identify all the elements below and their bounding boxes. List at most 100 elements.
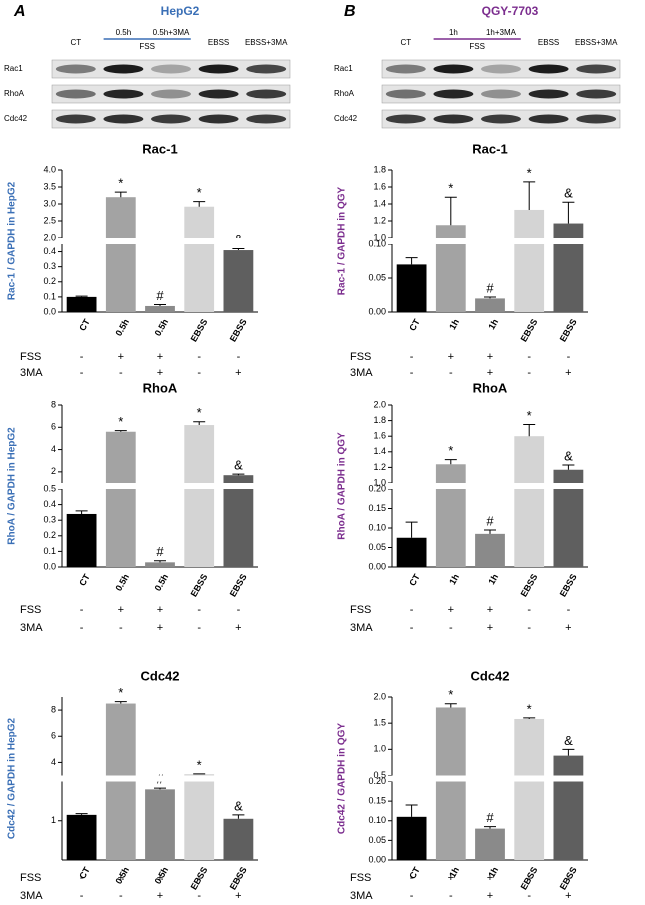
treatment-sign: - [119,367,123,379]
blot-band [528,114,569,124]
axis-break [386,775,590,782]
treatment-sign: - [410,890,414,902]
y-tick-label: 1.6 [373,431,386,441]
treatment-sign: - [527,351,531,363]
error-bar [154,787,166,790]
error-bar [232,814,245,819]
error-bar [562,201,575,224]
axis-break [386,238,590,244]
error-bar [154,560,166,563]
panel-letter: A [13,3,26,20]
significance-mark: * [197,757,202,772]
y-tick-label: 6 [51,422,56,432]
bar [105,197,136,312]
treatment-sign: + [487,351,493,363]
significance-mark: * [448,443,453,458]
treatment-sign: - [567,872,571,884]
y-tick-label: 0.4 [43,246,56,256]
y-axis-label: Rac-1 / GAPDH in HepG2 [7,181,18,300]
significance-mark: & [564,733,573,748]
protein-label: Rac1 [4,64,23,73]
treatment-sign: - [567,604,571,616]
treatment-sign: + [235,367,241,379]
error-bar [75,510,88,514]
bar [475,828,505,860]
y-axis-label: Rac-1 / GAPDH in QGY [337,186,348,295]
x-tick-label: CT [407,317,422,333]
blot-band [576,64,617,74]
lane-label: CT [400,38,411,47]
x-tick-label: 0.5h [113,317,131,338]
error-bar [232,473,245,476]
lane-label: EBSS+3MA [575,38,618,47]
blot-band [528,89,569,99]
x-tick-label: EBSS [228,572,249,598]
y-tick-label: 1.8 [373,415,386,425]
error-bar [484,826,496,829]
blot-band [246,114,287,124]
error-bar [75,295,88,297]
bar [223,250,254,312]
error-bar [114,430,127,432]
error-bar [154,303,166,306]
treatment-sign: - [197,351,201,363]
blot-strip [51,59,291,79]
blot-band [246,64,287,74]
x-tick-label: CT [407,572,422,588]
error-bar [484,529,496,534]
y-tick-label: 0.1 [43,291,56,301]
blot-band [151,114,191,124]
bar [145,305,175,312]
y-tick-label: 8 [51,399,56,409]
treatment-sign: + [118,872,124,884]
significance-mark: * [448,687,453,702]
treatment-sign: + [118,604,124,616]
blot-band [103,64,144,74]
treatment-sign: + [448,351,454,363]
lane-label: 1h [449,28,458,37]
bar [553,755,584,860]
blot-band [55,114,96,124]
axis-break [56,483,260,489]
chart-title: Rac-1 [472,141,507,156]
y-tick-label: 0.20 [368,776,386,786]
treatment-sign: + [157,351,163,363]
treatment-name: FSS [350,872,371,884]
treatment-sign: - [119,890,123,902]
bar [514,718,545,860]
lane-label: EBSS [538,38,559,47]
blot-strip [51,84,291,104]
error-bar [193,201,206,207]
treatment-name: 3MA [350,367,373,379]
treatment-sign: + [565,622,571,634]
axis-break [386,483,590,489]
y-tick-label: 0.15 [368,503,386,513]
treatment-sign: - [80,622,84,634]
y-tick-label: 2 [51,466,56,476]
significance-mark: * [527,701,532,716]
protein-label: Cdc42 [334,114,358,123]
significance-mark: # [156,288,164,303]
bar [66,513,97,567]
blot-band [198,64,239,74]
treatment-sign: - [410,622,414,634]
treatment-name: 3MA [350,622,373,634]
error-bar [562,748,575,756]
treatment-sign: + [565,890,571,902]
y-axis-label: Cdc42 / GAPDH in QGY [337,723,348,834]
y-tick-label: 6 [51,731,56,741]
error-bar [562,464,575,470]
y-tick-label: 1.4 [373,446,386,456]
y-tick-label: 0.00 [368,561,386,571]
y-tick-label: 0.05 [368,835,386,845]
treatment-name: FSS [20,351,41,363]
blot-band [528,64,569,74]
y-tick-label: 1.0 [373,744,386,754]
y-tick-label: 0.3 [43,515,56,525]
y-tick-label: 0.05 [368,272,386,282]
treatment-sign: + [565,367,571,379]
y-tick-label: 0.20 [368,483,386,493]
significance-mark: * [197,405,202,420]
lane-label: CT [70,38,81,47]
protein-label: RhoA [334,89,355,98]
